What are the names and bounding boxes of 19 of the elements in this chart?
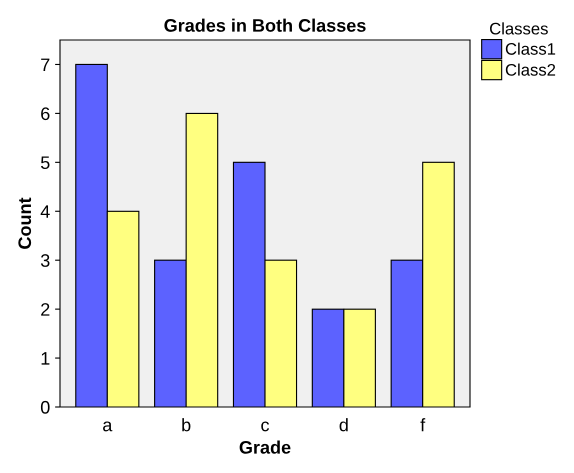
legend-label: Class1 [506, 42, 556, 55]
y-tick-label: 0 [40, 400, 50, 414]
y-tick-label: 5 [40, 156, 50, 170]
y-axis-title: Count [18, 198, 32, 249]
x-tick-label: a [103, 421, 112, 432]
y-tick-label: 1 [42, 352, 50, 365]
y-tick-label: 7 [41, 58, 50, 72]
x-axis-title: Grade [240, 440, 290, 454]
legend-label: Class2 [506, 64, 556, 76]
y-tick-label: 6 [41, 107, 50, 120]
x-tick-label: d [340, 418, 348, 432]
y-tick-label: 3 [40, 254, 50, 267]
x-tick-label: b [182, 418, 190, 432]
x-tick-label: f [420, 418, 426, 432]
chart-title: Grades in Both Classes [164, 18, 366, 32]
legend-title: Classes [490, 22, 548, 35]
y-tick-label: 2 [41, 303, 50, 316]
x-tick-label: c [261, 421, 270, 432]
y-tick-label: 4 [40, 205, 50, 218]
